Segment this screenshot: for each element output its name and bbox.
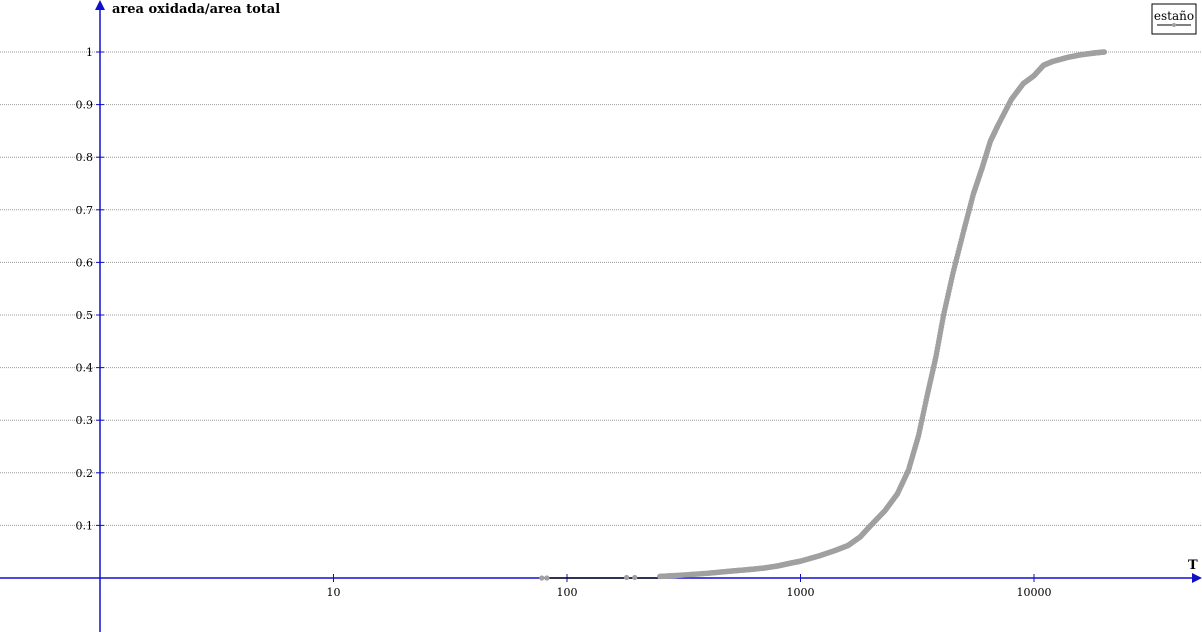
legend-box [1151, 3, 1197, 35]
y-tick-label: 1 [86, 46, 93, 59]
legend-marker-icon [1172, 23, 1176, 27]
data-point [544, 575, 550, 581]
x-axis-label: T [1188, 558, 1198, 573]
y-axis-label: area oxidada/area total [112, 2, 280, 17]
y-tick-label: 0.3 [76, 414, 94, 427]
y-axis-arrow [95, 0, 105, 10]
y-tick-label: 0.1 [76, 519, 94, 532]
legend: estaño [1151, 3, 1197, 35]
y-tick-label: 0.8 [76, 151, 94, 164]
y-tick-label: 0.7 [76, 204, 94, 217]
x-tick-label: 10 [327, 586, 341, 599]
grid-lines [0, 51, 1202, 526]
legend-entry-label: estaño [1154, 9, 1194, 23]
y-tick-label: 0.6 [76, 256, 94, 269]
y-tick-label: 0.2 [76, 467, 94, 480]
data-point [1101, 49, 1108, 55]
x-tick-label: 10000 [1017, 586, 1052, 599]
y-tick-label: 0.5 [76, 309, 94, 322]
data-point [624, 574, 630, 581]
ticks: 0.1 0.2 0.3 0.4 0.5 0.6 0.7 0.8 0.9 1 10 100 1000 100… [76, 46, 1052, 599]
x-tick-label: 100 [557, 586, 578, 599]
data-point [632, 574, 638, 581]
x-tick-label: 1000 [787, 586, 815, 599]
data-point [539, 575, 545, 581]
y-tick-label: 0.9 [76, 99, 94, 112]
y-tick-label: 0.4 [76, 362, 94, 375]
x-axis-arrow [1192, 573, 1202, 583]
data-points [539, 49, 1108, 581]
